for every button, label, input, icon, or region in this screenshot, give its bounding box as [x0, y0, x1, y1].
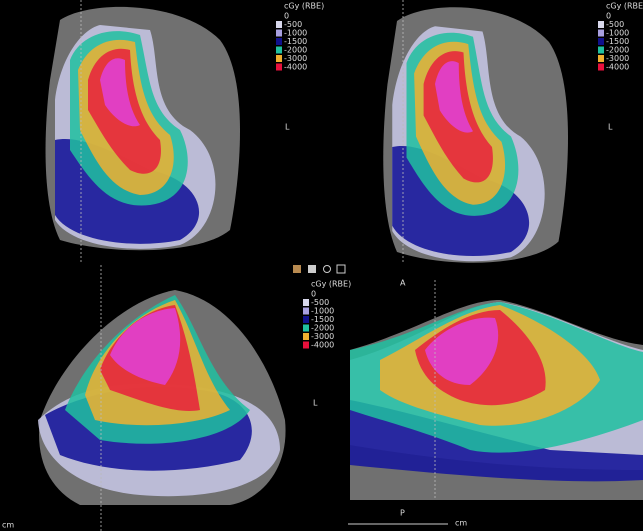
legend-label: -2000 [311, 324, 334, 333]
legend-label: -4000 [311, 341, 334, 350]
dose-image [350, 300, 643, 500]
legend-swatch [303, 341, 309, 349]
legend-label: -4000 [284, 63, 307, 72]
toolbar[interactable] [293, 264, 346, 274]
orientation-label: L [313, 399, 318, 408]
dose-image [383, 7, 568, 263]
legend-label: -3000 [606, 54, 629, 63]
legend-swatch [303, 316, 309, 323]
orientation-label: A [400, 279, 406, 288]
legend-label: 0 [284, 12, 289, 21]
orientation-label: cm [455, 519, 467, 528]
legend-label: -500 [606, 20, 624, 29]
legend-swatch [276, 29, 282, 37]
legend-label: -1500 [311, 315, 334, 324]
legend-label: 0 [311, 290, 316, 299]
legend-title: cGy (RBE) [606, 2, 643, 11]
legend-label: -3000 [284, 54, 307, 63]
legend-swatch [303, 333, 309, 340]
orientation-label: L [285, 123, 290, 132]
legend-swatch [598, 46, 604, 54]
legend-label: -500 [284, 20, 302, 29]
legend-label: -500 [311, 298, 329, 307]
legend-swatch [276, 46, 282, 54]
legend-swatch [276, 21, 282, 28]
legend-label: -1500 [284, 37, 307, 46]
orientation-label: L [608, 123, 613, 132]
legend-swatch [598, 38, 604, 45]
legend-label: -1000 [311, 307, 334, 316]
legend-label: -2000 [606, 46, 629, 55]
legend-label: -2000 [284, 46, 307, 55]
legend-label: -1000 [284, 29, 307, 38]
dose-image [45, 6, 240, 251]
legend-swatch [276, 38, 282, 45]
legend-title: cGy (RBE) [284, 2, 324, 11]
legend-swatch [598, 63, 604, 71]
legend-swatch [598, 55, 604, 62]
legend-swatch [303, 299, 309, 306]
legend-label: -1500 [606, 37, 629, 46]
legend-label: -4000 [606, 63, 629, 72]
legend-swatch [303, 307, 309, 315]
legend-label: -1000 [606, 29, 629, 38]
legend-title: cGy (RBE) [311, 280, 351, 289]
dose-image [38, 290, 286, 505]
orientation-label: P [400, 509, 405, 518]
legend-swatch [598, 29, 604, 37]
legend-label: 0 [606, 12, 611, 21]
legend-swatch [276, 55, 282, 62]
orientation-label: cm [2, 521, 14, 530]
legend-label: -3000 [311, 332, 334, 341]
legend-swatch [276, 63, 282, 71]
legend-swatch [598, 21, 604, 28]
legend-swatch [303, 324, 309, 332]
